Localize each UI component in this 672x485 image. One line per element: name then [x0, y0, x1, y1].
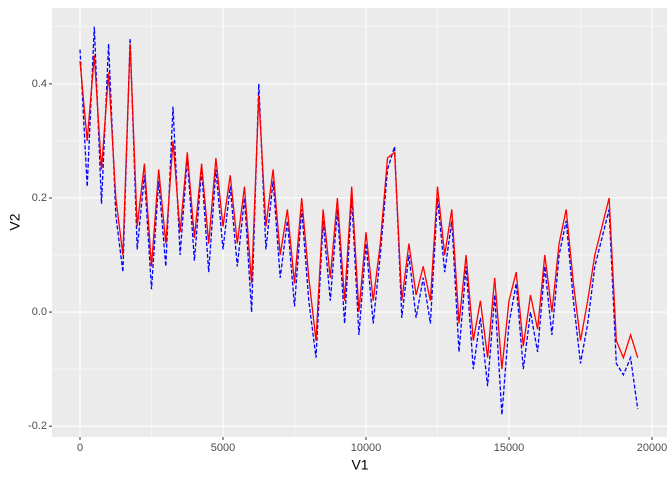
x-tick-label: 0	[77, 442, 83, 454]
x-tick-label: 20000	[637, 442, 668, 454]
data-line	[79, 43, 639, 370]
x-tick-label: 15000	[494, 442, 525, 454]
panel	[52, 8, 667, 437]
x-tick-label: 5000	[211, 442, 235, 454]
x-axis-title: V1	[351, 457, 368, 473]
data-line	[79, 26, 639, 415]
y-tick-label: 0.2	[32, 192, 47, 204]
y-axis-title: V2	[7, 213, 23, 230]
y-tick-label: 0.0	[32, 306, 47, 318]
y-tick-label: -0.2	[28, 420, 47, 432]
x-tick-label: 10000	[351, 442, 382, 454]
y-tick-label: 0.4	[32, 78, 47, 90]
